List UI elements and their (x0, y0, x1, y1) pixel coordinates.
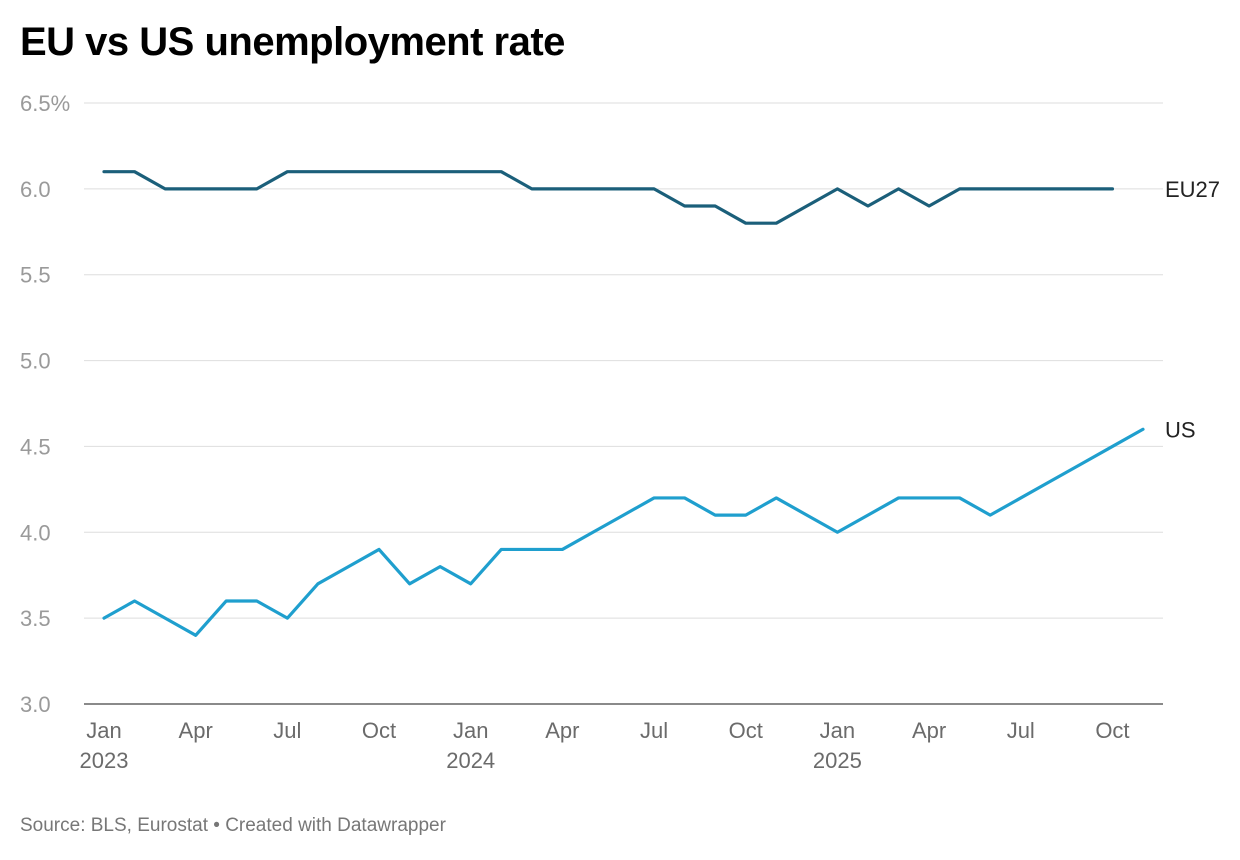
y-tick-label: 3.0 (20, 692, 51, 717)
x-tick-year-label: 2025 (813, 748, 862, 773)
x-tick-label: Jul (1007, 718, 1035, 743)
series-label-us: US (1165, 417, 1196, 442)
y-axis-ticks: 3.0 3.5 4.0 4.5 5.0 5.5 6.0 6.5% (20, 91, 70, 717)
source-note: Source: BLS, Eurostat • Created with Dat… (20, 815, 446, 836)
x-tick-label: Oct (362, 718, 396, 743)
y-tick-label: 3.5 (20, 606, 51, 631)
x-tick-year-label: 2024 (446, 748, 495, 773)
series-label-eu27: EU27 (1165, 177, 1220, 202)
x-tick-year-label: 2023 (80, 748, 129, 773)
x-tick-label: Jan (820, 718, 855, 743)
line-chart: 3.0 3.5 4.0 4.5 5.0 5.5 6.0 6.5% Jan 2023 Apr Jul O… (20, 91, 1220, 773)
chart-title: EU vs US unemployment rate (20, 20, 565, 64)
x-tick-label: Apr (179, 718, 213, 743)
x-tick-label: Oct (1095, 718, 1129, 743)
y-tick-label: 5.0 (20, 349, 51, 374)
x-tick-label: Jan (86, 718, 121, 743)
x-tick-label: Apr (912, 718, 946, 743)
series-line-eu27 (102, 170, 1115, 225)
x-tick-label: Jul (273, 718, 301, 743)
x-tick-label: Apr (545, 718, 579, 743)
x-tick-label: Jul (640, 718, 668, 743)
gridlines (84, 102, 1163, 705)
series-labels: EU27 US (1165, 177, 1220, 442)
series-lines (102, 170, 1145, 637)
y-tick-label: 4.0 (20, 520, 51, 545)
series-line-us (102, 427, 1145, 637)
x-tick-label: Oct (729, 718, 763, 743)
y-tick-label: 6.5% (20, 91, 70, 116)
y-tick-label: 4.5 (20, 434, 51, 459)
y-tick-label: 5.5 (20, 263, 51, 288)
y-tick-label: 6.0 (20, 177, 51, 202)
x-tick-label: Jan (453, 718, 488, 743)
x-axis-ticks: Jan 2023 Apr Jul Oct Jan 2024 Apr Jul Oct Jan 2025 A… (80, 718, 1130, 773)
